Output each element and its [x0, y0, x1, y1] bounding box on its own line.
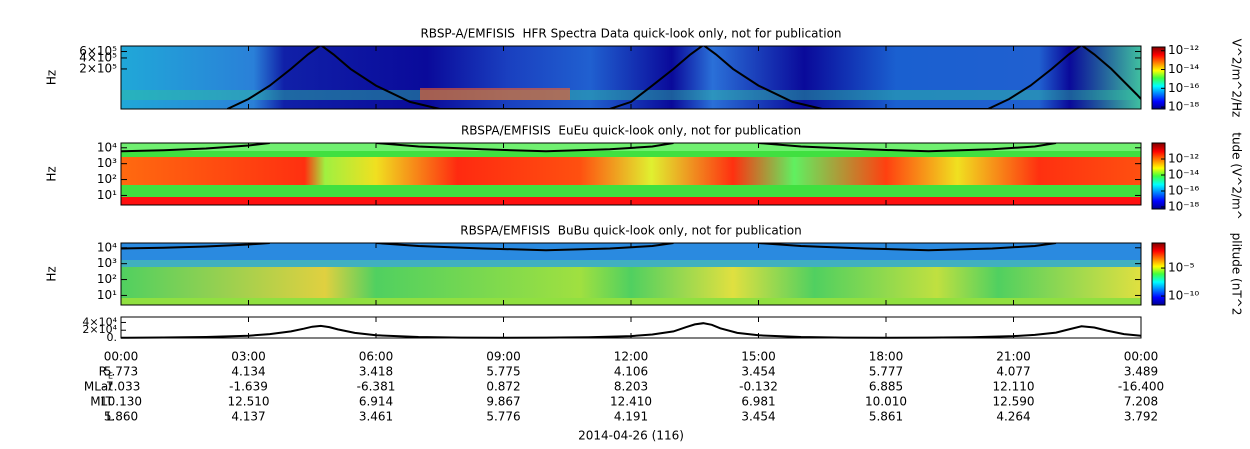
- colorbar-tick-label: 10⁻¹⁴: [1168, 167, 1199, 181]
- spectrogram-image: [121, 46, 1141, 305]
- colorbar-tick-label: 10⁻¹⁸: [1168, 100, 1199, 114]
- row-label-subscript: E: [108, 372, 113, 381]
- colorbar-tick-label: 10⁻¹⁰: [1168, 289, 1199, 303]
- y-tick-label: 6×10⁵: [79, 44, 117, 58]
- row-value: 4.191: [614, 410, 648, 424]
- row-value: 3.454: [741, 410, 775, 424]
- x-tick-label: 12:00: [614, 350, 649, 364]
- y-tick-label: 10¹: [97, 188, 117, 202]
- row-value: 4.137: [231, 410, 265, 424]
- y-tick-label: 2×10⁵: [79, 61, 117, 75]
- colorbar-tick-label: 10⁻¹⁴: [1168, 62, 1199, 76]
- y-tick-label: 10¹: [97, 288, 117, 302]
- row-value: 5.776: [486, 410, 520, 424]
- row-value: 6.981: [741, 395, 775, 409]
- y-tick-label: 10³: [97, 256, 117, 270]
- y-tick-label: 10⁴: [97, 140, 117, 154]
- row-value: 6.914: [359, 395, 393, 409]
- row-value: 3.454: [741, 365, 775, 379]
- row-value: 4.077: [996, 365, 1030, 379]
- x-tick-label: 03:00: [231, 350, 266, 364]
- row-value: 6.885: [869, 380, 903, 394]
- y-tick-label: 10²: [97, 172, 117, 186]
- row-value: 3.461: [359, 410, 393, 424]
- y-tick-label: 10³: [97, 156, 117, 170]
- x-tick-label: 21:00: [996, 350, 1031, 364]
- row-value: 12.590: [993, 395, 1035, 409]
- row-value: -16.400: [1118, 380, 1164, 394]
- gyrofrequency-line: [121, 143, 1057, 153]
- colorbar-tick-label: 10⁻⁵: [1168, 261, 1195, 275]
- y-tick-label: 2×10⁴: [82, 323, 117, 336]
- row-value: -1.639: [229, 380, 268, 394]
- row-value: 4.264: [996, 410, 1030, 424]
- row-value: 12.110: [993, 380, 1035, 394]
- panel-title: RBSPA/EMFISIS BuBu quick-look only, not …: [460, 224, 801, 238]
- line: [120, 322, 1142, 339]
- y-axis-label: Hz: [45, 166, 59, 181]
- row-value: 12.410: [610, 395, 652, 409]
- row-value: 5.773: [104, 365, 138, 379]
- y-axis-label: Hz: [45, 266, 59, 281]
- x-axis-label: 2014-04-26 (116): [578, 429, 684, 443]
- row-value: 3.792: [1124, 410, 1158, 424]
- x-tick-label: 06:00: [359, 350, 394, 364]
- row-value: 4.134: [231, 365, 265, 379]
- row-value: 7.208: [1124, 395, 1158, 409]
- row-value: -7.033: [102, 380, 141, 394]
- y-tick-label: 0.: [107, 331, 118, 344]
- row-value: 10.130: [100, 395, 142, 409]
- x-tick-label: 00:00: [1124, 350, 1159, 364]
- x-tick-label: 18:00: [869, 350, 904, 364]
- panel-title: RBSPA/EMFISIS EuEu quick-look only, not …: [461, 124, 801, 138]
- row-value: 10.010: [865, 395, 907, 409]
- gyrofrequency-line: [226, 46, 1141, 109]
- x-tick-label: 09:00: [486, 350, 521, 364]
- y-tick-label: 4×10⁵: [79, 50, 117, 64]
- row-value: 5.860: [104, 410, 138, 424]
- y-tick-label: 10²: [97, 272, 117, 286]
- gyrofrequency-line: [121, 243, 1057, 252]
- row-label: MLat: [84, 380, 113, 394]
- colorbar-tick-label: 10⁻¹²: [1168, 43, 1199, 57]
- row-value: 5.861: [869, 410, 903, 424]
- row-value: 8.203: [614, 380, 648, 394]
- row-label: R: [99, 365, 107, 379]
- colorbar-label: V^2/m^2/Hz: [1230, 39, 1244, 118]
- colorbar-tick-label: 10⁻¹²: [1168, 151, 1199, 165]
- panel-title: RBSP-A/EMFISIS HFR Spectra Data quick-lo…: [420, 27, 841, 41]
- row-value: 4.106: [614, 365, 648, 379]
- row-value: 5.777: [869, 365, 903, 379]
- row-value: -0.132: [739, 380, 778, 394]
- row-value: 12.510: [228, 395, 270, 409]
- y-axis-label: Hz: [45, 70, 59, 85]
- row-value: 3.489: [1124, 365, 1158, 379]
- colorbar-label: tude (V^2/m^: [1230, 132, 1244, 220]
- colorbar-tick-label: 10⁻¹⁶: [1168, 81, 1199, 95]
- row-label: MLT: [90, 395, 113, 409]
- colorbar-label: plitude (nT^2: [1230, 233, 1244, 316]
- row-value: 9.867: [486, 395, 520, 409]
- colorbar-tick-label: 10⁻¹⁸: [1168, 199, 1199, 213]
- x-tick-label: 00:00: [104, 350, 139, 364]
- row-value: 3.418: [359, 365, 393, 379]
- row-label: L: [106, 410, 113, 424]
- y-tick-label: 4×10⁴: [82, 315, 117, 328]
- row-value: 5.775: [486, 365, 520, 379]
- colorbar: [1151, 242, 1166, 306]
- x-tick-label: 15:00: [741, 350, 776, 364]
- row-value: 0.872: [486, 380, 520, 394]
- row-value: -6.381: [357, 380, 396, 394]
- colorbar: [1151, 142, 1166, 210]
- colorbar-tick-label: 10⁻¹⁶: [1168, 183, 1199, 197]
- colorbar: [1151, 46, 1166, 110]
- y-tick-label: 10⁴: [97, 240, 117, 254]
